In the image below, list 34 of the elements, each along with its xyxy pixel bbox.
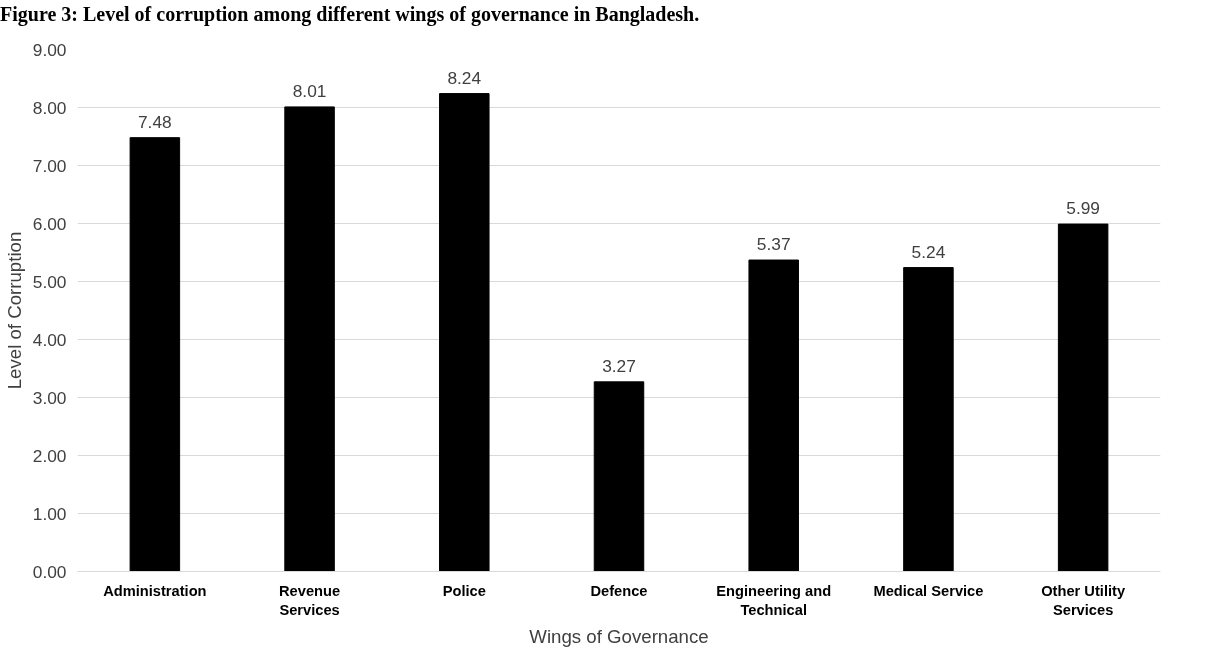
- y-tick-label: 1.00: [32, 503, 67, 524]
- bar: [593, 380, 645, 572]
- x-axis-title: Wings of Governance: [529, 625, 709, 647]
- y-tick-label: 5.00: [32, 271, 67, 292]
- x-tick-label: Medical Service: [873, 582, 984, 599]
- data-label: 7.48: [137, 111, 172, 132]
- chart-title: Figure 3: Level of corruption among different wings of governance in Bangladesh.: [0, 2, 700, 28]
- bar: [129, 136, 181, 572]
- x-tick-label: Engineering and Technical: [716, 582, 832, 618]
- bar: [439, 92, 490, 572]
- data-label: 5.24: [911, 241, 946, 262]
- y-axis-title: Level of Corruption: [3, 231, 25, 389]
- y-tick-label: 9.00: [32, 39, 67, 60]
- y-tick-label: 7.00: [32, 155, 67, 176]
- bar: [284, 105, 335, 572]
- x-tick-label: Police: [442, 582, 486, 599]
- data-label: 5.99: [1066, 197, 1101, 218]
- data-label: 8.24: [447, 67, 482, 88]
- x-tick-label: Other Utility Services: [1041, 582, 1126, 618]
- y-tick-label: 2.00: [32, 445, 67, 466]
- y-tick-label: 6.00: [32, 213, 67, 234]
- x-tick-label: Administration: [103, 582, 207, 599]
- data-label: 8.01: [292, 80, 327, 101]
- data-label: 3.27: [602, 355, 636, 376]
- bar: [748, 259, 799, 572]
- x-tick-label: Revenue Services: [279, 582, 341, 618]
- y-tick-label: 8.00: [32, 97, 67, 118]
- bar: [903, 266, 954, 572]
- y-tick-label: 3.00: [32, 387, 67, 408]
- y-tick-label: 4.00: [32, 329, 67, 350]
- bar: [1057, 223, 1109, 572]
- y-tick-label: 0.00: [32, 561, 67, 582]
- x-tick-label: Defence: [590, 582, 648, 599]
- data-label: 5.37: [756, 233, 791, 254]
